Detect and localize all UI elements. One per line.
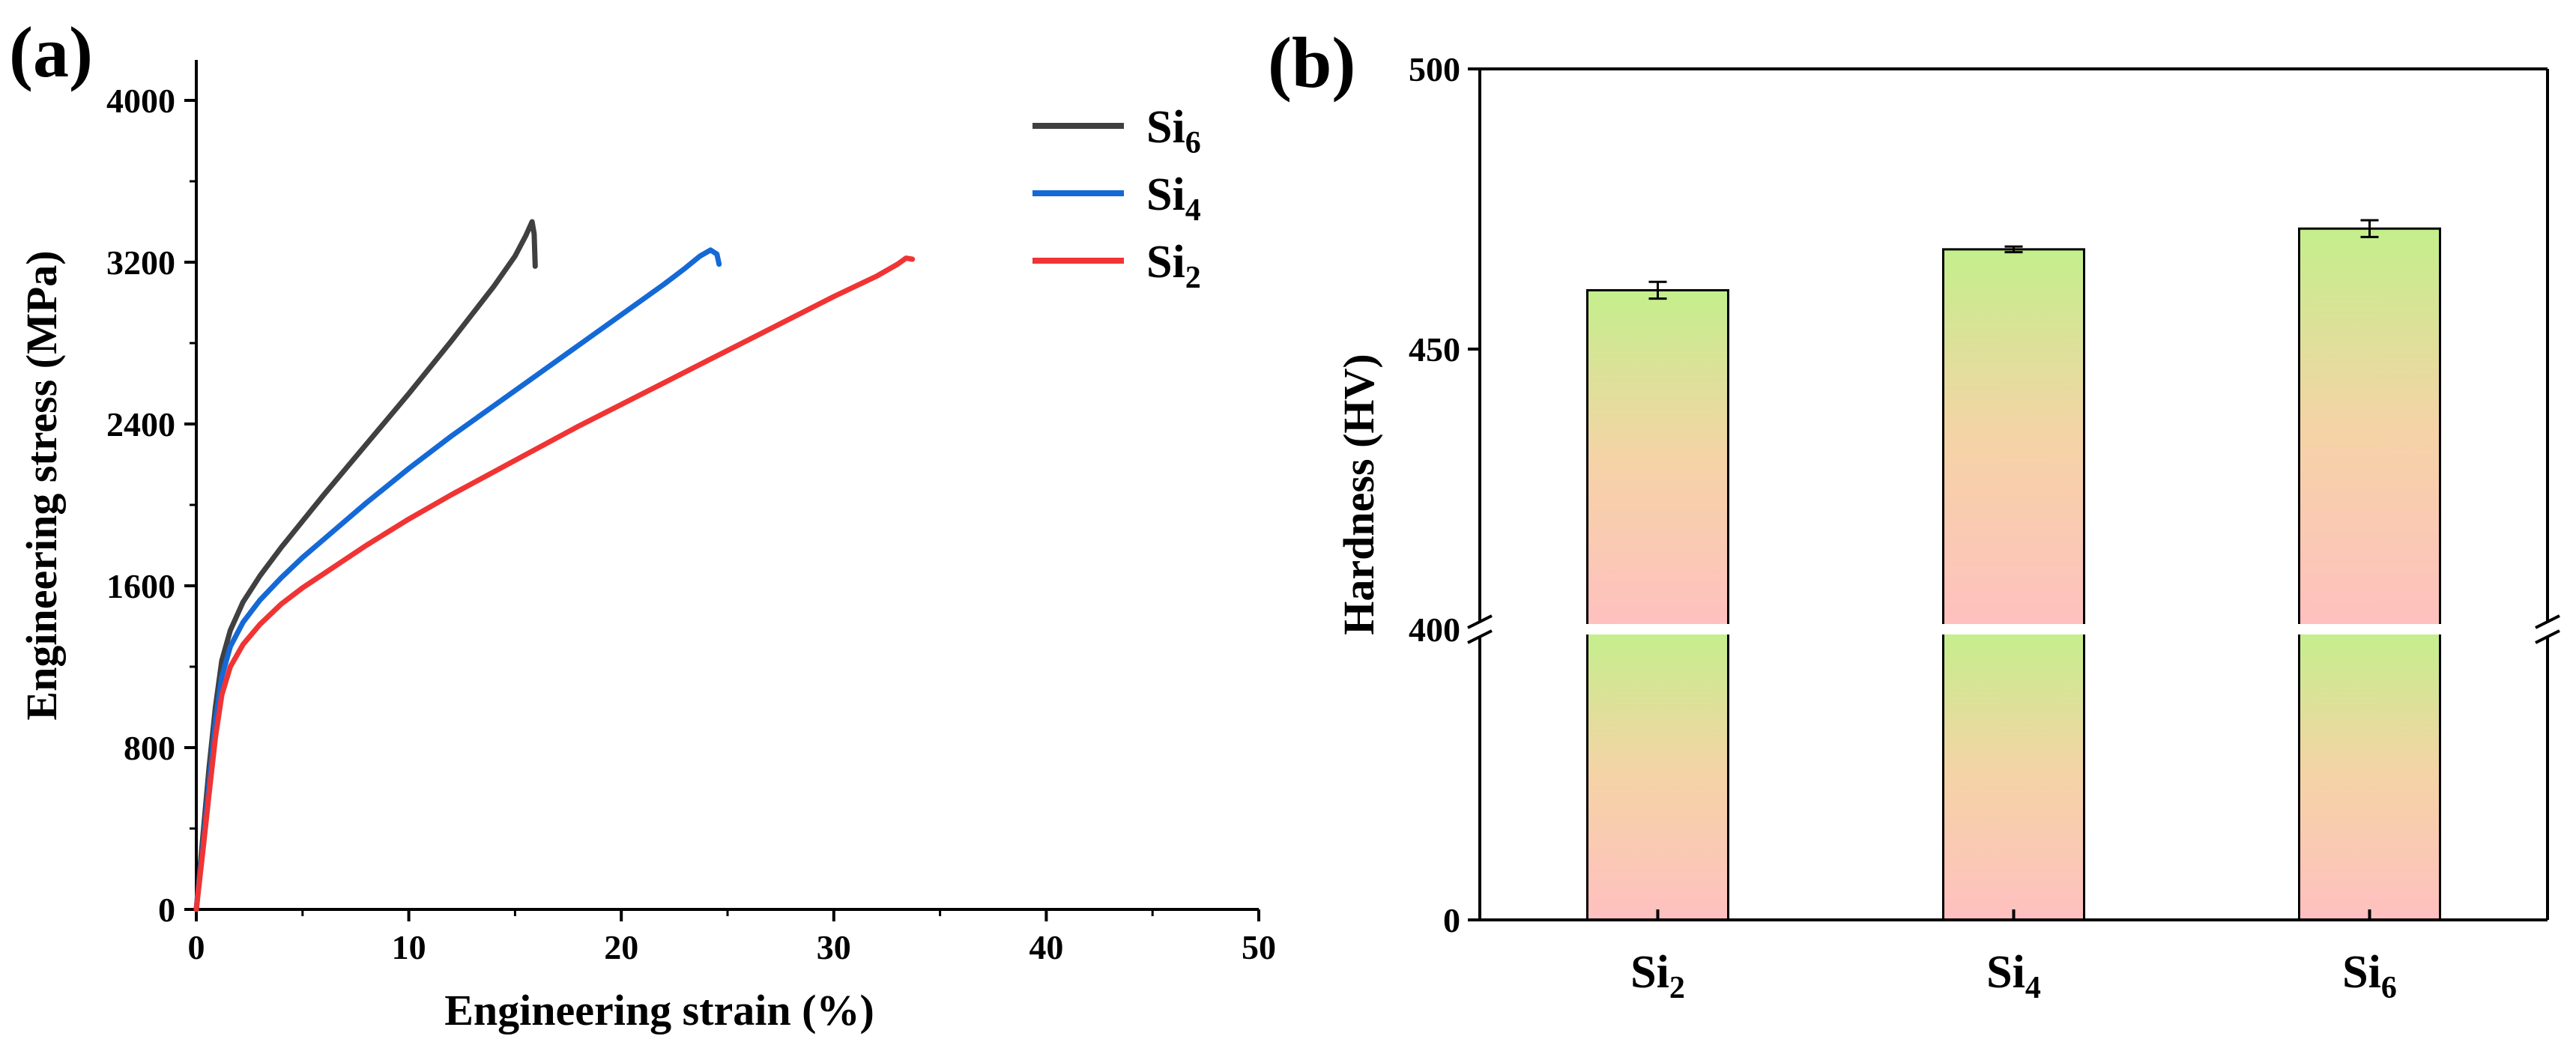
legend-label-si6: Si6	[1146, 102, 1201, 160]
panel-b-y-tick-label: 450	[1409, 330, 1460, 369]
series-line-si2	[193, 255, 916, 912]
panel-label-a: (a)	[9, 12, 93, 92]
legend-label-si2-base: Si	[1146, 237, 1185, 288]
panel-a-y-tick-label: 800	[124, 729, 175, 767]
axis-break-mark	[1467, 614, 1493, 629]
bar-lower-1	[1942, 628, 2085, 921]
panel-b-y-axis-title: Hardness (HV)	[1334, 354, 1383, 634]
bar-lower-0	[1586, 628, 1729, 921]
legend-label-si2: Si2	[1146, 237, 1201, 295]
x-category-label-2: Si6	[2342, 947, 2397, 1005]
legend-label-si4-base: Si	[1146, 169, 1185, 220]
x-category-label-0: Si2	[1630, 947, 1685, 1005]
bar-upper-0	[1586, 288, 1729, 631]
series-line-si4	[193, 247, 722, 912]
x-category-label-1-sub: 4	[2025, 971, 2041, 1005]
panel-a-x-tick-label: 20	[604, 928, 638, 966]
panel-a-x-tick-label: 10	[392, 928, 426, 966]
bar-upper-1	[1942, 248, 2085, 631]
panel-a-y-tick-label: 1600	[106, 567, 175, 605]
x-category-label-1: Si4	[1986, 947, 2041, 1005]
legend-label-si6-sub: 6	[1185, 126, 1201, 160]
legend-label-si2-sub: 2	[1185, 261, 1201, 295]
panel-a-x-axis-title: Engineering strain (%)	[444, 986, 874, 1035]
panel-b-y-tick-label: 500	[1409, 50, 1460, 88]
panel-a-y-tick-label: 0	[158, 891, 175, 929]
bar-lower-2	[2298, 628, 2441, 921]
panel-b-y-tick-label: 400	[1409, 611, 1460, 649]
bar-upper-2	[2298, 227, 2441, 631]
panel-label-b: (b)	[1268, 22, 1355, 103]
legend-label-si6-base: Si	[1146, 102, 1185, 153]
axis-break-band	[1482, 624, 2545, 634]
x-category-label-0-base: Si	[1630, 947, 1669, 998]
panel-a-y-tick-label: 2400	[106, 405, 175, 443]
panel-a-x-tick-label: 40	[1029, 928, 1063, 966]
panel-a-line-chart: 0 10 20 30 40 50 0 800 1600 2400 3200 4000	[106, 60, 1276, 966]
series-line-si6	[193, 219, 538, 912]
panel-a-y-tick-label: 4000	[106, 82, 175, 120]
panel-a-x-tick-label: 30	[817, 928, 851, 966]
axis-break-mark	[2535, 629, 2560, 644]
panel-b-y-tick-label: 0	[1443, 901, 1460, 939]
legend-label-si4: Si4	[1146, 169, 1201, 228]
panel-a-y-axis-title: Engineering stress (MPa)	[17, 250, 66, 720]
axis-break-mark	[2535, 614, 2560, 629]
panel-a-x-tick-label: 0	[188, 928, 205, 966]
axis-break-mark	[1467, 629, 1493, 644]
x-category-label-2-sub: 6	[2381, 971, 2397, 1005]
x-category-label-0-sub: 2	[1669, 971, 1685, 1005]
panel-a-y-tick-label: 3200	[106, 243, 175, 282]
legend-label-si4-sub: 4	[1185, 193, 1201, 228]
x-category-label-2-base: Si	[2342, 947, 2381, 998]
x-category-label-1-base: Si	[1986, 947, 2025, 998]
panel-a-x-tick-label: 50	[1242, 928, 1276, 966]
